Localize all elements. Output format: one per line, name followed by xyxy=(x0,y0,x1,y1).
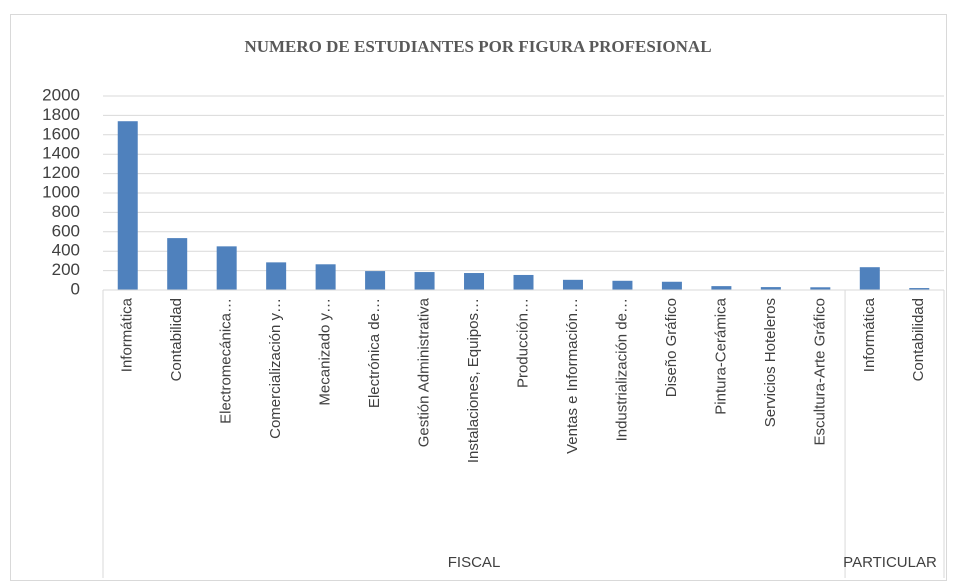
y-tick-label: 2000 xyxy=(42,85,80,104)
x-tick-label: Servicios Hoteleros xyxy=(762,298,779,427)
bar xyxy=(414,272,435,290)
x-tick-label: Producción… xyxy=(514,298,531,388)
bar xyxy=(661,281,682,290)
bar xyxy=(216,246,237,290)
x-tick-label: Informática xyxy=(119,297,136,372)
y-tick-label: 400 xyxy=(52,241,80,260)
x-tick-label: Ventas e Información… xyxy=(564,298,581,454)
bar xyxy=(612,280,633,290)
y-tick-label: 1400 xyxy=(42,144,80,163)
x-tick-label: Instalaciones, Equipos… xyxy=(465,298,482,463)
x-tick-label: Mecanizado y… xyxy=(317,298,334,406)
y-tick-label: 200 xyxy=(52,260,80,279)
y-tick-label: 1800 xyxy=(42,105,80,124)
y-tick-label: 1600 xyxy=(42,124,80,143)
bar xyxy=(365,271,386,290)
bar xyxy=(711,286,732,290)
x-tick-label: Comercialización y… xyxy=(267,298,284,439)
y-tick-label: 1000 xyxy=(42,182,80,201)
chart-border xyxy=(10,14,947,581)
group-label: FISCAL xyxy=(448,554,501,571)
x-tick-label: Industrialización de… xyxy=(613,298,630,441)
x-tick-label: Contabilidad xyxy=(168,298,185,381)
y-tick-label: 600 xyxy=(52,221,80,240)
bar xyxy=(909,288,930,290)
x-tick-label: Escultura-Arte Gráfico xyxy=(811,298,828,446)
x-tick-label: Diseño Gráfico xyxy=(663,298,680,397)
bar xyxy=(266,262,287,290)
x-tick-label: Gestión Administrativa xyxy=(416,297,433,447)
bar xyxy=(810,287,831,290)
y-tick-label: 0 xyxy=(71,279,80,298)
y-tick-label: 1200 xyxy=(42,163,80,182)
x-tick-label: Contabilidad xyxy=(910,298,927,381)
x-tick-label: Informática xyxy=(861,297,878,372)
bar xyxy=(562,279,583,290)
bar xyxy=(117,121,138,290)
x-tick-label: Electromecánica… xyxy=(218,298,235,424)
bar xyxy=(167,238,188,290)
x-tick-label: Electrónica de… xyxy=(366,298,383,408)
x-tick-label: Pintura-Cerámica xyxy=(712,297,729,414)
y-tick-label: 800 xyxy=(52,202,80,221)
bar xyxy=(760,287,781,290)
bar xyxy=(315,264,336,290)
bar xyxy=(464,273,485,290)
group-label: PARTICULAR xyxy=(843,554,937,571)
bar xyxy=(859,267,880,290)
chart-title: NUMERO DE ESTUDIANTES POR FIGURA PROFESI… xyxy=(244,37,711,56)
bar xyxy=(513,274,534,290)
